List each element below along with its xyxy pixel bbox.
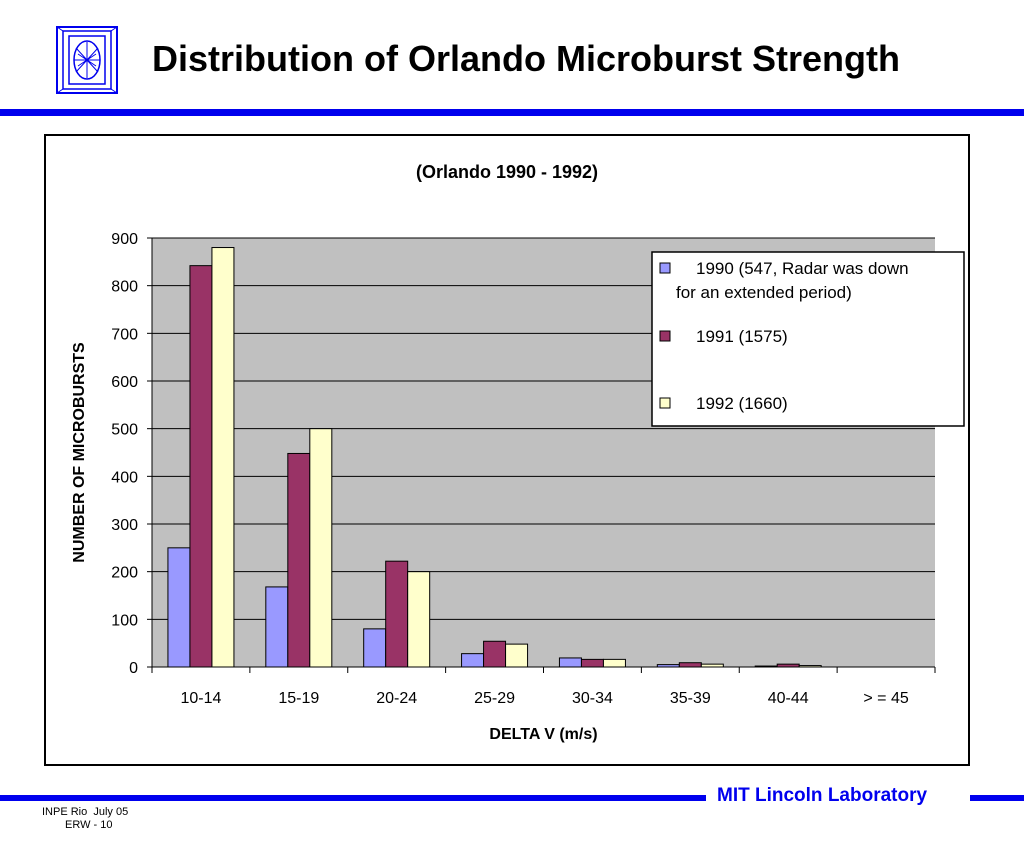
y-tick-label: 400 (111, 469, 138, 486)
y-tick-label: 700 (111, 326, 138, 343)
bar (580, 658, 604, 668)
footer-note: INPE Rio July 05 ERW - 10 (42, 806, 128, 832)
y-tick-label: 500 (111, 422, 138, 439)
x-tick-label: > = 45 (863, 690, 908, 707)
legend-label: 1991 (1575) (696, 327, 788, 346)
x-tick-label: 20-24 (376, 690, 417, 707)
bar (385, 560, 409, 668)
bar (407, 571, 431, 668)
y-tick-label: 200 (111, 565, 138, 582)
chart-title: (Orlando 1990 - 1992) (416, 162, 598, 182)
y-tick-label: 300 (111, 517, 138, 534)
lincoln-lab-logo (56, 26, 118, 94)
bar (461, 653, 485, 668)
legend-swatch (659, 262, 671, 274)
x-tick-label: 10-14 (180, 690, 221, 707)
bar (505, 643, 529, 668)
header-divider (0, 109, 1024, 116)
legend-box (651, 251, 965, 427)
bar (309, 428, 333, 668)
footer-divider-left (0, 795, 706, 801)
bar (265, 586, 289, 668)
legend-label: for an extended period) (676, 283, 852, 302)
x-tick-label: 30-34 (572, 690, 613, 707)
bar (189, 265, 213, 668)
page-title: Distribution of Orlando Microburst Stren… (152, 38, 900, 79)
legend-swatch (659, 397, 671, 409)
bar (483, 640, 507, 668)
bar (211, 247, 235, 668)
chart-frame: 0 100 200 300 400 500 600 700 800 900 10-14 15-19 20… (44, 134, 970, 766)
bar (167, 547, 191, 668)
y-axis-title: NUMBER OF MICROBURSTS (71, 342, 88, 563)
x-tick-label: 15-19 (278, 690, 319, 707)
footer-divider-right (970, 795, 1024, 801)
x-tick-label: 40-44 (768, 690, 809, 707)
bar-chart: 0 100 200 300 400 500 600 700 800 900 10-14 15-19 20… (71, 162, 965, 743)
legend-label: 1990 (547, Radar was down (696, 259, 909, 278)
x-tick-label: 35-39 (670, 690, 711, 707)
bar (602, 658, 626, 668)
bar (558, 657, 582, 668)
footer-note-line1: INPE Rio July 05 (42, 806, 129, 818)
bar (287, 452, 311, 668)
legend-label: 1992 (1660) (696, 394, 788, 413)
footer-note-line2: ERW - 10 (65, 819, 113, 831)
y-tick-label: 600 (111, 374, 138, 391)
y-tick-label: 0 (129, 660, 138, 677)
legend-swatch (659, 330, 671, 342)
lab-name: MIT Lincoln Laboratory (717, 785, 928, 806)
y-tick-label: 100 (111, 612, 138, 629)
x-axis-title: DELTA V (m/s) (489, 726, 597, 743)
y-tick-label: 900 (111, 231, 138, 248)
x-tick-label: 25-29 (474, 690, 515, 707)
y-tick-label: 800 (111, 279, 138, 296)
bar (363, 628, 387, 668)
bar (678, 662, 702, 668)
